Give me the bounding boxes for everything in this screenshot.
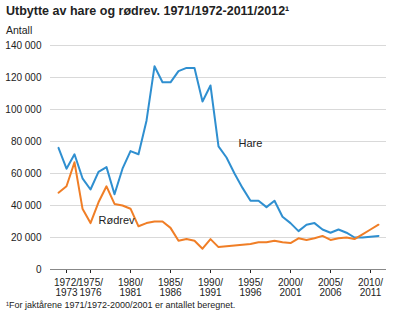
- svg-text:1995/1996: 1995/1996: [238, 277, 263, 298]
- svg-text:Hare: Hare: [239, 137, 263, 149]
- svg-text:40 000: 40 000: [11, 200, 42, 211]
- svg-text:1972/1973: 1972/1973: [54, 277, 79, 298]
- svg-text:Rødrev: Rødrev: [99, 214, 136, 226]
- svg-text:20 000: 20 000: [11, 232, 42, 243]
- svg-text:60 000: 60 000: [11, 168, 42, 179]
- svg-text:2005/2006: 2005/2006: [318, 277, 343, 298]
- svg-text:100 000: 100 000: [5, 104, 42, 115]
- html-text:¹For jaktårene 1971/1972-2000/: ¹For jaktårene 1971/1972-2000/2001 er an…: [6, 300, 236, 310]
- svg-text:80 000: 80 000: [11, 136, 42, 147]
- html-text:Utbytte av hare og rødrev. 197: Utbytte av hare og rødrev. 1971/1972-201…: [6, 4, 290, 18]
- svg-text:2010/2011: 2010/2011: [358, 277, 383, 298]
- html-text:Antall: Antall: [6, 24, 33, 36]
- svg-text:140 000: 140 000: [5, 40, 42, 51]
- svg-text:1990/1991: 1990/1991: [198, 277, 223, 298]
- svg-text:0: 0: [36, 264, 42, 275]
- svg-text:1980/1981: 1980/1981: [118, 277, 143, 298]
- svg-text:1985/1986: 1985/1986: [158, 277, 183, 298]
- svg-text:120 000: 120 000: [5, 72, 42, 83]
- svg-text:1975/1976: 1975/1976: [78, 277, 103, 298]
- svg-text:2000/2001: 2000/2001: [278, 277, 303, 298]
